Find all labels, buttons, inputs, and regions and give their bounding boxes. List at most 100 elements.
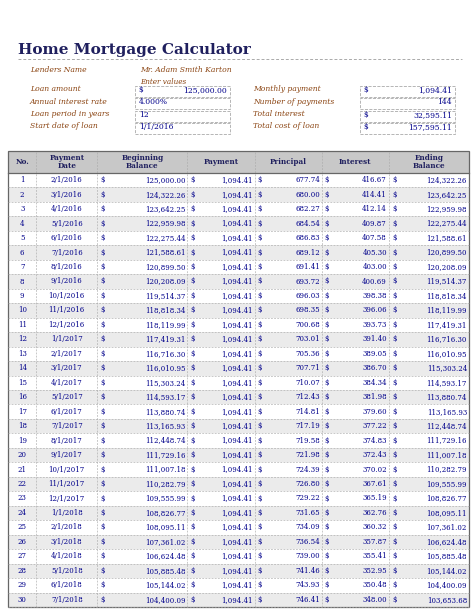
Bar xyxy=(8,361,468,376)
Text: $: $ xyxy=(324,494,328,502)
Text: 6/1/2018: 6/1/2018 xyxy=(51,581,82,589)
Text: 26: 26 xyxy=(18,538,27,546)
Bar xyxy=(8,216,468,231)
Text: 1,094.41: 1,094.41 xyxy=(221,466,252,474)
Text: $: $ xyxy=(324,191,328,199)
Text: 27: 27 xyxy=(18,552,27,560)
Text: 118,818.34: 118,818.34 xyxy=(426,292,466,300)
Text: $: $ xyxy=(391,466,396,474)
Text: 116,716.30: 116,716.30 xyxy=(426,335,466,343)
Text: 398.38: 398.38 xyxy=(362,292,386,300)
Bar xyxy=(359,85,454,97)
Text: 1,094.41: 1,094.41 xyxy=(221,523,252,531)
Text: $: $ xyxy=(100,567,104,575)
Text: $: $ xyxy=(391,596,396,604)
Text: $: $ xyxy=(324,379,328,387)
Text: 396.06: 396.06 xyxy=(362,306,386,314)
Text: 22: 22 xyxy=(18,480,27,488)
Text: 120,899.50: 120,899.50 xyxy=(426,248,466,256)
Text: 103,653.68: 103,653.68 xyxy=(426,596,466,604)
Text: 2/1/2018: 2/1/2018 xyxy=(51,523,82,531)
Text: $: $ xyxy=(257,466,262,474)
Text: 1,094.41: 1,094.41 xyxy=(221,437,252,445)
Text: 122,959.98: 122,959.98 xyxy=(426,205,466,213)
Text: 352.95: 352.95 xyxy=(362,567,386,575)
Text: $: $ xyxy=(391,364,396,372)
Text: 110,282.79: 110,282.79 xyxy=(145,480,185,488)
Text: $: $ xyxy=(100,422,104,430)
Text: 157,595.11: 157,595.11 xyxy=(407,124,451,132)
Text: 1,094.41: 1,094.41 xyxy=(221,538,252,546)
Text: 117,419.31: 117,419.31 xyxy=(145,335,185,343)
Text: $: $ xyxy=(324,364,328,372)
Text: $: $ xyxy=(324,480,328,488)
Text: 125,000.00: 125,000.00 xyxy=(145,177,185,184)
Bar xyxy=(8,405,468,419)
Text: $: $ xyxy=(190,466,195,474)
Text: 416.67: 416.67 xyxy=(361,177,386,184)
Text: 10/1/2017: 10/1/2017 xyxy=(49,466,85,474)
Text: 7/1/2017: 7/1/2017 xyxy=(51,422,82,430)
Text: $: $ xyxy=(190,596,195,604)
Text: 2/1/2017: 2/1/2017 xyxy=(51,350,82,358)
Text: $: $ xyxy=(190,220,195,228)
Text: 1,094.41: 1,094.41 xyxy=(221,263,252,271)
Text: Principal: Principal xyxy=(269,158,306,166)
Text: 105,885.48: 105,885.48 xyxy=(145,567,185,575)
Text: $: $ xyxy=(391,248,396,256)
Text: $: $ xyxy=(190,277,195,285)
Text: 109,555.99: 109,555.99 xyxy=(426,480,466,488)
Text: 391.40: 391.40 xyxy=(362,335,386,343)
Text: 125,000.00: 125,000.00 xyxy=(183,86,227,94)
Text: $: $ xyxy=(324,335,328,343)
Text: 111,729.16: 111,729.16 xyxy=(145,451,185,459)
Text: 24: 24 xyxy=(18,509,27,517)
Text: 717.19: 717.19 xyxy=(295,422,319,430)
Text: 719.58: 719.58 xyxy=(295,437,319,445)
Text: 710.07: 710.07 xyxy=(295,379,319,387)
Text: $: $ xyxy=(257,494,262,502)
Text: 374.83: 374.83 xyxy=(362,437,386,445)
Text: 724.39: 724.39 xyxy=(295,466,319,474)
Text: 121,588.61: 121,588.61 xyxy=(426,234,466,242)
Text: $: $ xyxy=(324,466,328,474)
Text: $: $ xyxy=(100,277,104,285)
Text: $: $ xyxy=(391,306,396,314)
Text: 8/1/2017: 8/1/2017 xyxy=(51,437,82,445)
Text: $: $ xyxy=(100,437,104,445)
Text: 106,624.48: 106,624.48 xyxy=(426,538,466,546)
Text: 116,716.30: 116,716.30 xyxy=(145,350,185,358)
Text: $: $ xyxy=(324,437,328,445)
Text: 1,094.41: 1,094.41 xyxy=(221,408,252,416)
Text: $: $ xyxy=(391,393,396,401)
Text: 112,448.74: 112,448.74 xyxy=(145,437,185,445)
Text: 389.05: 389.05 xyxy=(362,350,386,358)
Text: 3/1/2017: 3/1/2017 xyxy=(51,364,82,372)
Text: 1,094.41: 1,094.41 xyxy=(221,292,252,300)
Text: $: $ xyxy=(257,306,262,314)
Text: $: $ xyxy=(190,408,195,416)
Text: 741.46: 741.46 xyxy=(295,567,319,575)
Text: $: $ xyxy=(324,581,328,589)
Text: Enter values: Enter values xyxy=(140,78,186,86)
Text: 18: 18 xyxy=(18,422,27,430)
Text: Ending
Balance: Ending Balance xyxy=(412,154,445,170)
Text: 362.76: 362.76 xyxy=(362,509,386,517)
Text: $: $ xyxy=(324,234,328,242)
Text: 689.12: 689.12 xyxy=(295,248,319,256)
Text: 739.00: 739.00 xyxy=(295,552,319,560)
Text: $: $ xyxy=(391,335,396,343)
Text: 1,094.41: 1,094.41 xyxy=(221,364,252,372)
Text: 12: 12 xyxy=(18,335,27,343)
Bar xyxy=(135,85,229,97)
Text: 107,361.02: 107,361.02 xyxy=(145,538,185,546)
Text: 10: 10 xyxy=(18,306,27,314)
Text: $: $ xyxy=(190,177,195,184)
Text: 1,094.41: 1,094.41 xyxy=(221,306,252,314)
Text: 1/1/2016: 1/1/2016 xyxy=(139,124,173,132)
Text: $: $ xyxy=(324,220,328,228)
Text: $: $ xyxy=(324,306,328,314)
Text: 1,094.41: 1,094.41 xyxy=(221,480,252,488)
Text: 1,094.41: 1,094.41 xyxy=(221,581,252,589)
Text: $: $ xyxy=(257,321,262,329)
